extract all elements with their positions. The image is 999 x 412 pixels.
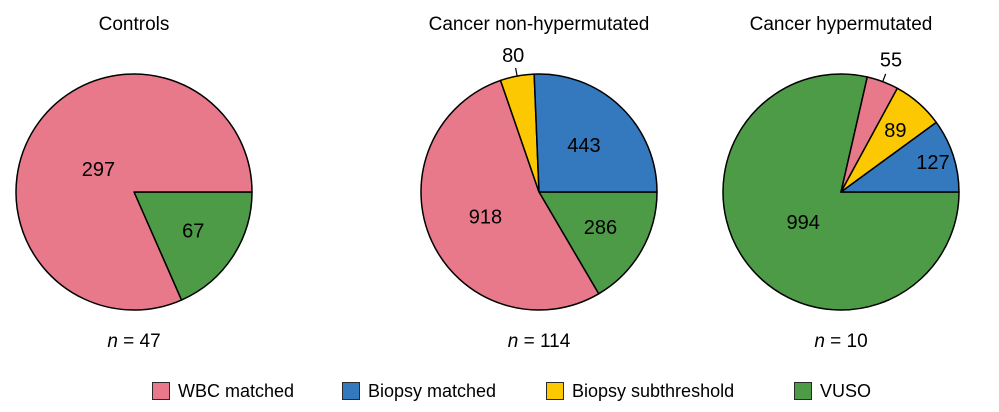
n-value: = 10 (824, 331, 868, 352)
legend-swatch-biopsy-matched (342, 382, 360, 400)
slice-value-label-wbc-matched: 55 (880, 50, 902, 72)
slice-value-label-biopsy-subthreshold: 89 (884, 120, 906, 142)
pie-slice-biopsy-matched (533, 73, 658, 193)
pie-title-hypermutated: Cancer hypermutated (749, 14, 933, 35)
sample-size-label-hypermutated: n = 10 (723, 331, 959, 353)
pie-panel-controls: Controls 67 297 n = 47 (15, 0, 253, 412)
sample-size-label-controls: n = 47 (16, 331, 252, 353)
pie-slice-vuso (722, 73, 960, 311)
slice-value-label-wbc-matched: 918 (469, 207, 502, 229)
slice-value-label-vuso: 67 (182, 221, 204, 243)
pie-title-nonhypermutated: Cancer non-hypermutated (428, 14, 650, 35)
pie-slice-vuso (133, 191, 253, 301)
label-leader-line (515, 67, 518, 77)
pie-slice-wbc-matched (15, 73, 253, 311)
n-italic: n (507, 331, 519, 352)
n-value: = 47 (117, 331, 161, 352)
slice-value-label-vuso: 994 (786, 212, 819, 234)
slice-value-label-biopsy-matched: 127 (916, 152, 949, 174)
slice-value-label-biopsy-subthreshold: 80 (502, 45, 524, 67)
slice-value-label-vuso: 286 (584, 217, 617, 239)
pie-slice-vuso (538, 191, 658, 295)
n-italic: n (107, 331, 118, 352)
sample-size-label-nonhypermutated: n = 114 (421, 331, 657, 353)
pie-chart-hypermutated: 994 55 89 127 (722, 50, 960, 311)
pie-title-controls: Controls (98, 14, 170, 35)
pie-panel-hypermutated: Cancer hypermutated 994 55 89 127 n = 10 (722, 0, 960, 412)
n-value: = 114 (518, 331, 571, 352)
slice-value-label-biopsy-matched: 443 (567, 135, 600, 157)
pie-slice-wbc-matched (420, 79, 600, 311)
slice-value-label-wbc-matched: 297 (82, 159, 115, 181)
pie-slice-biopsy-matched (840, 121, 960, 193)
label-leader-line (882, 73, 887, 82)
n-italic: n (814, 331, 825, 352)
pie-chart-nonhypermutated: 286 918 80 443 (420, 45, 658, 311)
pie-chart-controls: 67 297 (15, 73, 253, 311)
pie-panel-nonhypermutated: Cancer non-hypermutated 286 918 80 443 n = … (420, 0, 658, 412)
